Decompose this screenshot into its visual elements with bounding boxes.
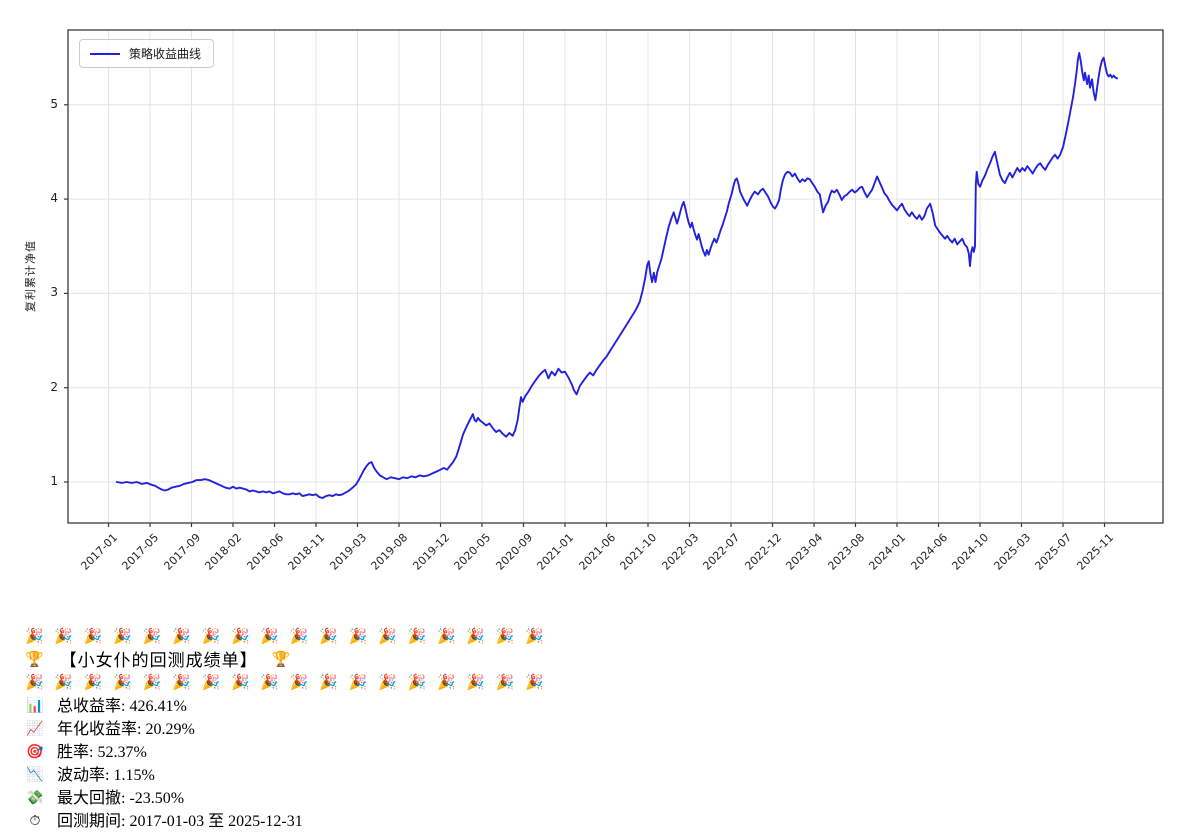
stat-text: 波动率: 1.15% [57, 767, 155, 784]
y-tick-label: 2 [50, 379, 58, 394]
stat-row: 📊 总收益率: 426.41% [25, 695, 1204, 718]
stat-row: 📈 年化收益率: 20.29% [25, 718, 1204, 741]
decor-emoji-row-top: 🎉 🎉 🎉 🎉 🎉 🎉 🎉 🎉 🎉 🎉 🎉 🎉 🎉 🎉 🎉 🎉 🎉 🎉 [25, 629, 544, 645]
y-tick-label: 4 [50, 191, 58, 206]
stats-list: 📊 总收益率: 426.41% 📈 年化收益率: 20.29% 🎯 胜率: 52.37% 📉… [25, 695, 1204, 833]
y-tick-label: 5 [50, 96, 58, 111]
y-axis-label: 复利累计净值 [25, 240, 37, 312]
stat-row: 💸 最大回撤: -23.50% [25, 787, 1204, 810]
legend-label: 策略收益曲线 [129, 47, 202, 61]
chart-decreasing-icon: 📉 [26, 768, 44, 783]
stat-text: 胜率: 52.37% [57, 744, 147, 761]
trophy-icon: 🏆 [25, 652, 44, 668]
y-tick-label: 1 [50, 474, 58, 488]
stat-row: 🎯 胜率: 52.37% [25, 741, 1204, 764]
report-title-row: 🏆 【小女仆的回测成绩单】 🏆 [25, 649, 1204, 672]
stat-text: 最大回撤: -23.50% [57, 790, 185, 807]
y-tick-label: 3 [50, 285, 58, 300]
stat-row: 📉 波动率: 1.15% [25, 764, 1204, 787]
stopwatch-icon: ⏱ [29, 814, 41, 829]
stat-text: 年化收益率: 20.29% [57, 721, 195, 738]
plot-area [64, 29, 1164, 527]
stat-row: ⏱ 回测期间: 2017-01-03 至 2025-12-31 [25, 810, 1204, 833]
bar-chart-icon: 📊 [26, 699, 44, 714]
money-with-wings-icon: 💸 [26, 791, 44, 806]
backtest-report: 🎉 🎉 🎉 🎉 🎉 🎉 🎉 🎉 🎉 🎉 🎉 🎉 🎉 🎉 🎉 🎉 🎉 🎉 🏆 【小… [25, 626, 1204, 833]
chart-increasing-icon: 📈 [26, 722, 44, 737]
report-title: 【小女仆的回测成绩单】 [59, 651, 258, 670]
trophy-icon: 🏆 [271, 652, 291, 668]
chart-legend: 策略收益曲线 [79, 39, 215, 68]
strategy-return-line [115, 51, 1118, 499]
decor-emoji-row-bottom: 🎉 🎉 🎉 🎉 🎉 🎉 🎉 🎉 🎉 🎉 🎉 🎉 🎉 🎉 🎉 🎉 🎉 🎉 [25, 675, 544, 691]
stat-text: 回测期间: 2017-01-03 至 2025-12-31 [57, 813, 303, 830]
stat-text: 总收益率: 426.41% [57, 698, 187, 715]
legend-line-sample [90, 52, 120, 55]
target-icon: 🎯 [26, 745, 44, 760]
